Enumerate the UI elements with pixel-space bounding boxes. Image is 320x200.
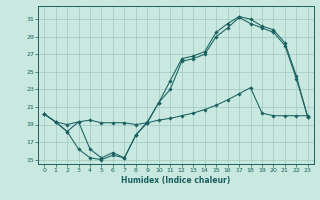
- X-axis label: Humidex (Indice chaleur): Humidex (Indice chaleur): [121, 176, 231, 185]
